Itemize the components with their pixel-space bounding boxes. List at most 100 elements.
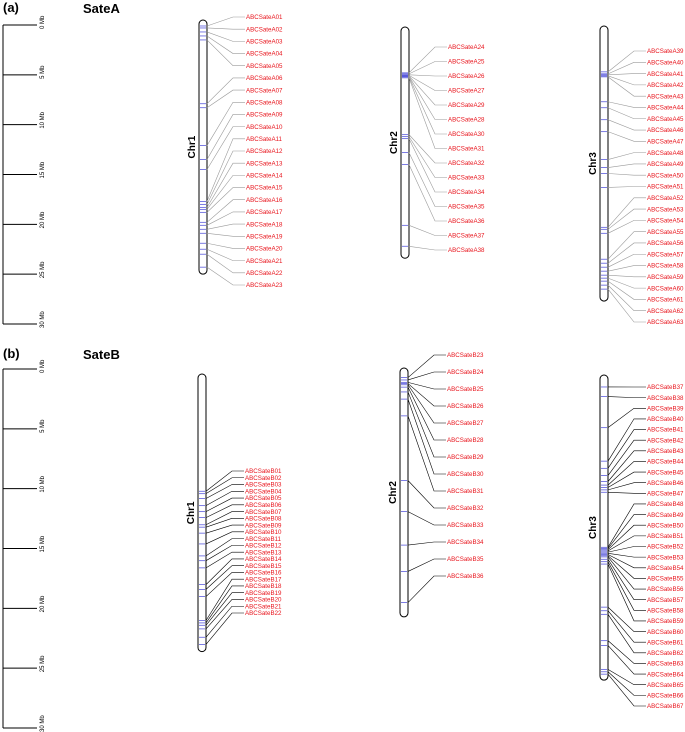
gene-connector xyxy=(408,134,447,164)
gene-connector xyxy=(607,535,646,552)
gene-label: ABCSateA39 xyxy=(647,48,684,55)
gene-label: ABCSateA28 xyxy=(448,117,485,124)
gene-connector xyxy=(408,152,447,207)
gene-connector xyxy=(408,61,447,75)
panel-a-title: SateA xyxy=(83,1,120,16)
gene-connector xyxy=(206,150,245,205)
gene-label: ABCSateB25 xyxy=(447,386,484,393)
scale-tick-label: 15 Mb xyxy=(40,535,46,552)
gene-label: ABCSateB35 xyxy=(447,556,484,563)
gene-connector xyxy=(205,484,244,499)
gene-connector xyxy=(607,503,646,548)
gene-connector xyxy=(205,531,244,545)
gene-label: ABCSateB37 xyxy=(647,384,684,391)
gene-connector xyxy=(607,107,646,120)
gene-connector xyxy=(407,558,446,572)
gene-label: ABCSateB63 xyxy=(647,661,684,668)
gene-connector xyxy=(607,73,646,76)
gene-connector xyxy=(407,371,446,381)
chromosome-chr2: Chr2 ABCSateB23 ABCSateB24 ABCSateB25 ABCSat… xyxy=(388,352,484,618)
gene-connector xyxy=(607,186,646,188)
gene-label: ABCSateB64 xyxy=(647,671,684,678)
gene-label: ABCSateB18 xyxy=(245,583,282,590)
gene-label: ABCSateB29 xyxy=(447,454,484,461)
gene-connector xyxy=(205,470,244,492)
gene-label: ABCSateA58 xyxy=(647,263,684,270)
scale-tick-label: 5 Mb xyxy=(40,65,46,79)
gene-label: ABCSateB61 xyxy=(647,639,684,646)
panel-a-tag: (a) xyxy=(3,0,19,15)
gene-label: ABCSateB52 xyxy=(647,544,684,551)
gene-label: ABCSateB42 xyxy=(647,437,684,444)
gene-label: ABCSateA05 xyxy=(246,63,283,70)
gene-connector xyxy=(607,242,646,264)
scale-tick-label: 30 Mb xyxy=(40,715,46,732)
gene-label: ABCSateB46 xyxy=(647,480,684,487)
gene-label: ABCSateA63 xyxy=(647,319,684,326)
gene-connector xyxy=(205,518,244,528)
gene-connector xyxy=(607,220,646,234)
gene-label: ABCSateA15 xyxy=(246,185,283,192)
gene-label: ABCSateA13 xyxy=(246,160,283,167)
gene-connector xyxy=(206,27,245,30)
gene-label: ABCSateB20 xyxy=(245,597,282,604)
gene-label: ABCSateA46 xyxy=(647,127,684,134)
gene-label: ABCSateB44 xyxy=(647,459,684,466)
scale-tick-label: 25 Mb xyxy=(40,261,46,278)
gene-connector xyxy=(607,546,646,553)
gene-label: ABCSateB17 xyxy=(245,576,282,583)
gene-connector xyxy=(205,605,244,638)
gene-connector xyxy=(607,671,646,696)
chromosome-bar xyxy=(399,367,409,618)
scale-tick-label: 20 Mb xyxy=(40,595,46,612)
gene-connector xyxy=(408,76,447,120)
gene-label: ABCSateB65 xyxy=(647,682,684,689)
panel-b-tag: (b) xyxy=(3,346,20,361)
gene-connector xyxy=(206,223,245,230)
gene-connector xyxy=(607,450,646,482)
gene-connector xyxy=(205,592,244,626)
gene-label: ABCSateB10 xyxy=(245,529,282,536)
gene-label: ABCSateB21 xyxy=(245,603,282,610)
gene-connector xyxy=(607,280,646,300)
scale-tick-label: 5 Mb xyxy=(40,419,46,433)
gene-label: ABCSateA54 xyxy=(647,218,684,225)
gene-label: ABCSateA24 xyxy=(448,44,485,51)
gene-label: ABCSateA43 xyxy=(647,93,684,100)
gene-label: ABCSateA26 xyxy=(448,73,485,80)
gene-connector xyxy=(205,545,244,561)
gene-label: ABCSateA27 xyxy=(448,88,485,95)
gene-connector xyxy=(607,669,646,686)
gene-label: ABCSateB45 xyxy=(647,469,684,476)
gene-label: ABCSateA11 xyxy=(246,136,283,143)
gene-label: ABCSateB03 xyxy=(245,482,282,489)
gene-label: ABCSateA30 xyxy=(448,131,485,138)
chromosome-label: Chr3 xyxy=(588,152,599,175)
chromosome-bar xyxy=(198,19,208,275)
gene-connector xyxy=(205,490,244,506)
gene-connector xyxy=(407,391,446,458)
gene-label: ABCSateB67 xyxy=(647,703,684,710)
gene-label: ABCSateA01 xyxy=(246,14,283,21)
chromosome-chr3: Chr3 ABCSateA39 ABCSateA40 ABCSateA41 ABCSat… xyxy=(588,25,684,326)
gene-label: ABCSateA56 xyxy=(647,240,684,247)
gene-connector xyxy=(607,645,646,675)
gene-connector xyxy=(206,126,245,170)
gene-connector xyxy=(607,131,646,142)
chromosome-bar xyxy=(599,374,609,681)
gene-label: ABCSateA50 xyxy=(647,172,684,179)
gene-connector xyxy=(407,415,446,492)
gene-label: ABCSateA04 xyxy=(246,51,283,58)
gene-connector xyxy=(607,640,646,664)
gene-connector xyxy=(206,187,245,213)
scale-tick-label: 0 Mb xyxy=(40,15,46,29)
gene-label: ABCSateA29 xyxy=(448,102,485,109)
gene-connector xyxy=(607,152,646,160)
gene-connector xyxy=(607,563,646,622)
gene-label: ABCSateA08 xyxy=(246,99,283,106)
gene-connector xyxy=(607,554,646,569)
gene-connector xyxy=(607,231,646,260)
gene-connector xyxy=(607,606,646,632)
gene-label: ABCSateB36 xyxy=(447,573,484,580)
